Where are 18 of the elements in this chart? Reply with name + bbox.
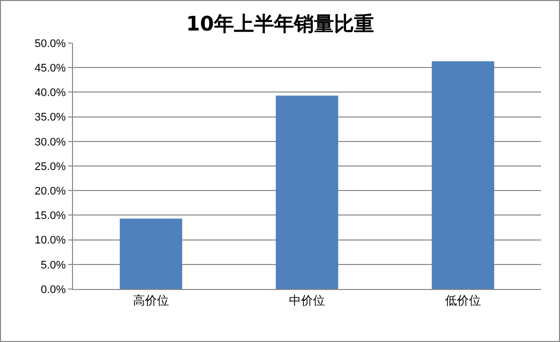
y-tick-label: 10.0% xyxy=(34,234,66,247)
bar xyxy=(120,218,182,289)
y-tick-label: 45.0% xyxy=(34,62,66,74)
y-tick-label: 5.0% xyxy=(40,259,66,272)
y-tick-label: 35.0% xyxy=(34,112,66,124)
x-tick-label: 中价位 xyxy=(289,293,325,308)
y-tick-label: 50.0% xyxy=(34,38,66,50)
y-tick-label: 25.0% xyxy=(34,160,66,173)
bar xyxy=(276,96,338,289)
y-tick-label: 40.0% xyxy=(34,87,66,100)
y-tick-label: 20.0% xyxy=(34,185,66,198)
chart-title: 10年上半年销量比重 xyxy=(186,11,374,36)
x-tick-label: 低价位 xyxy=(445,293,481,308)
x-tick-label: 高价位 xyxy=(133,293,169,308)
y-tick-label: 0.0% xyxy=(40,284,66,296)
y-tick-label: 30.0% xyxy=(34,136,66,148)
y-tick-label: 15.0% xyxy=(34,210,66,222)
bar xyxy=(432,61,494,289)
